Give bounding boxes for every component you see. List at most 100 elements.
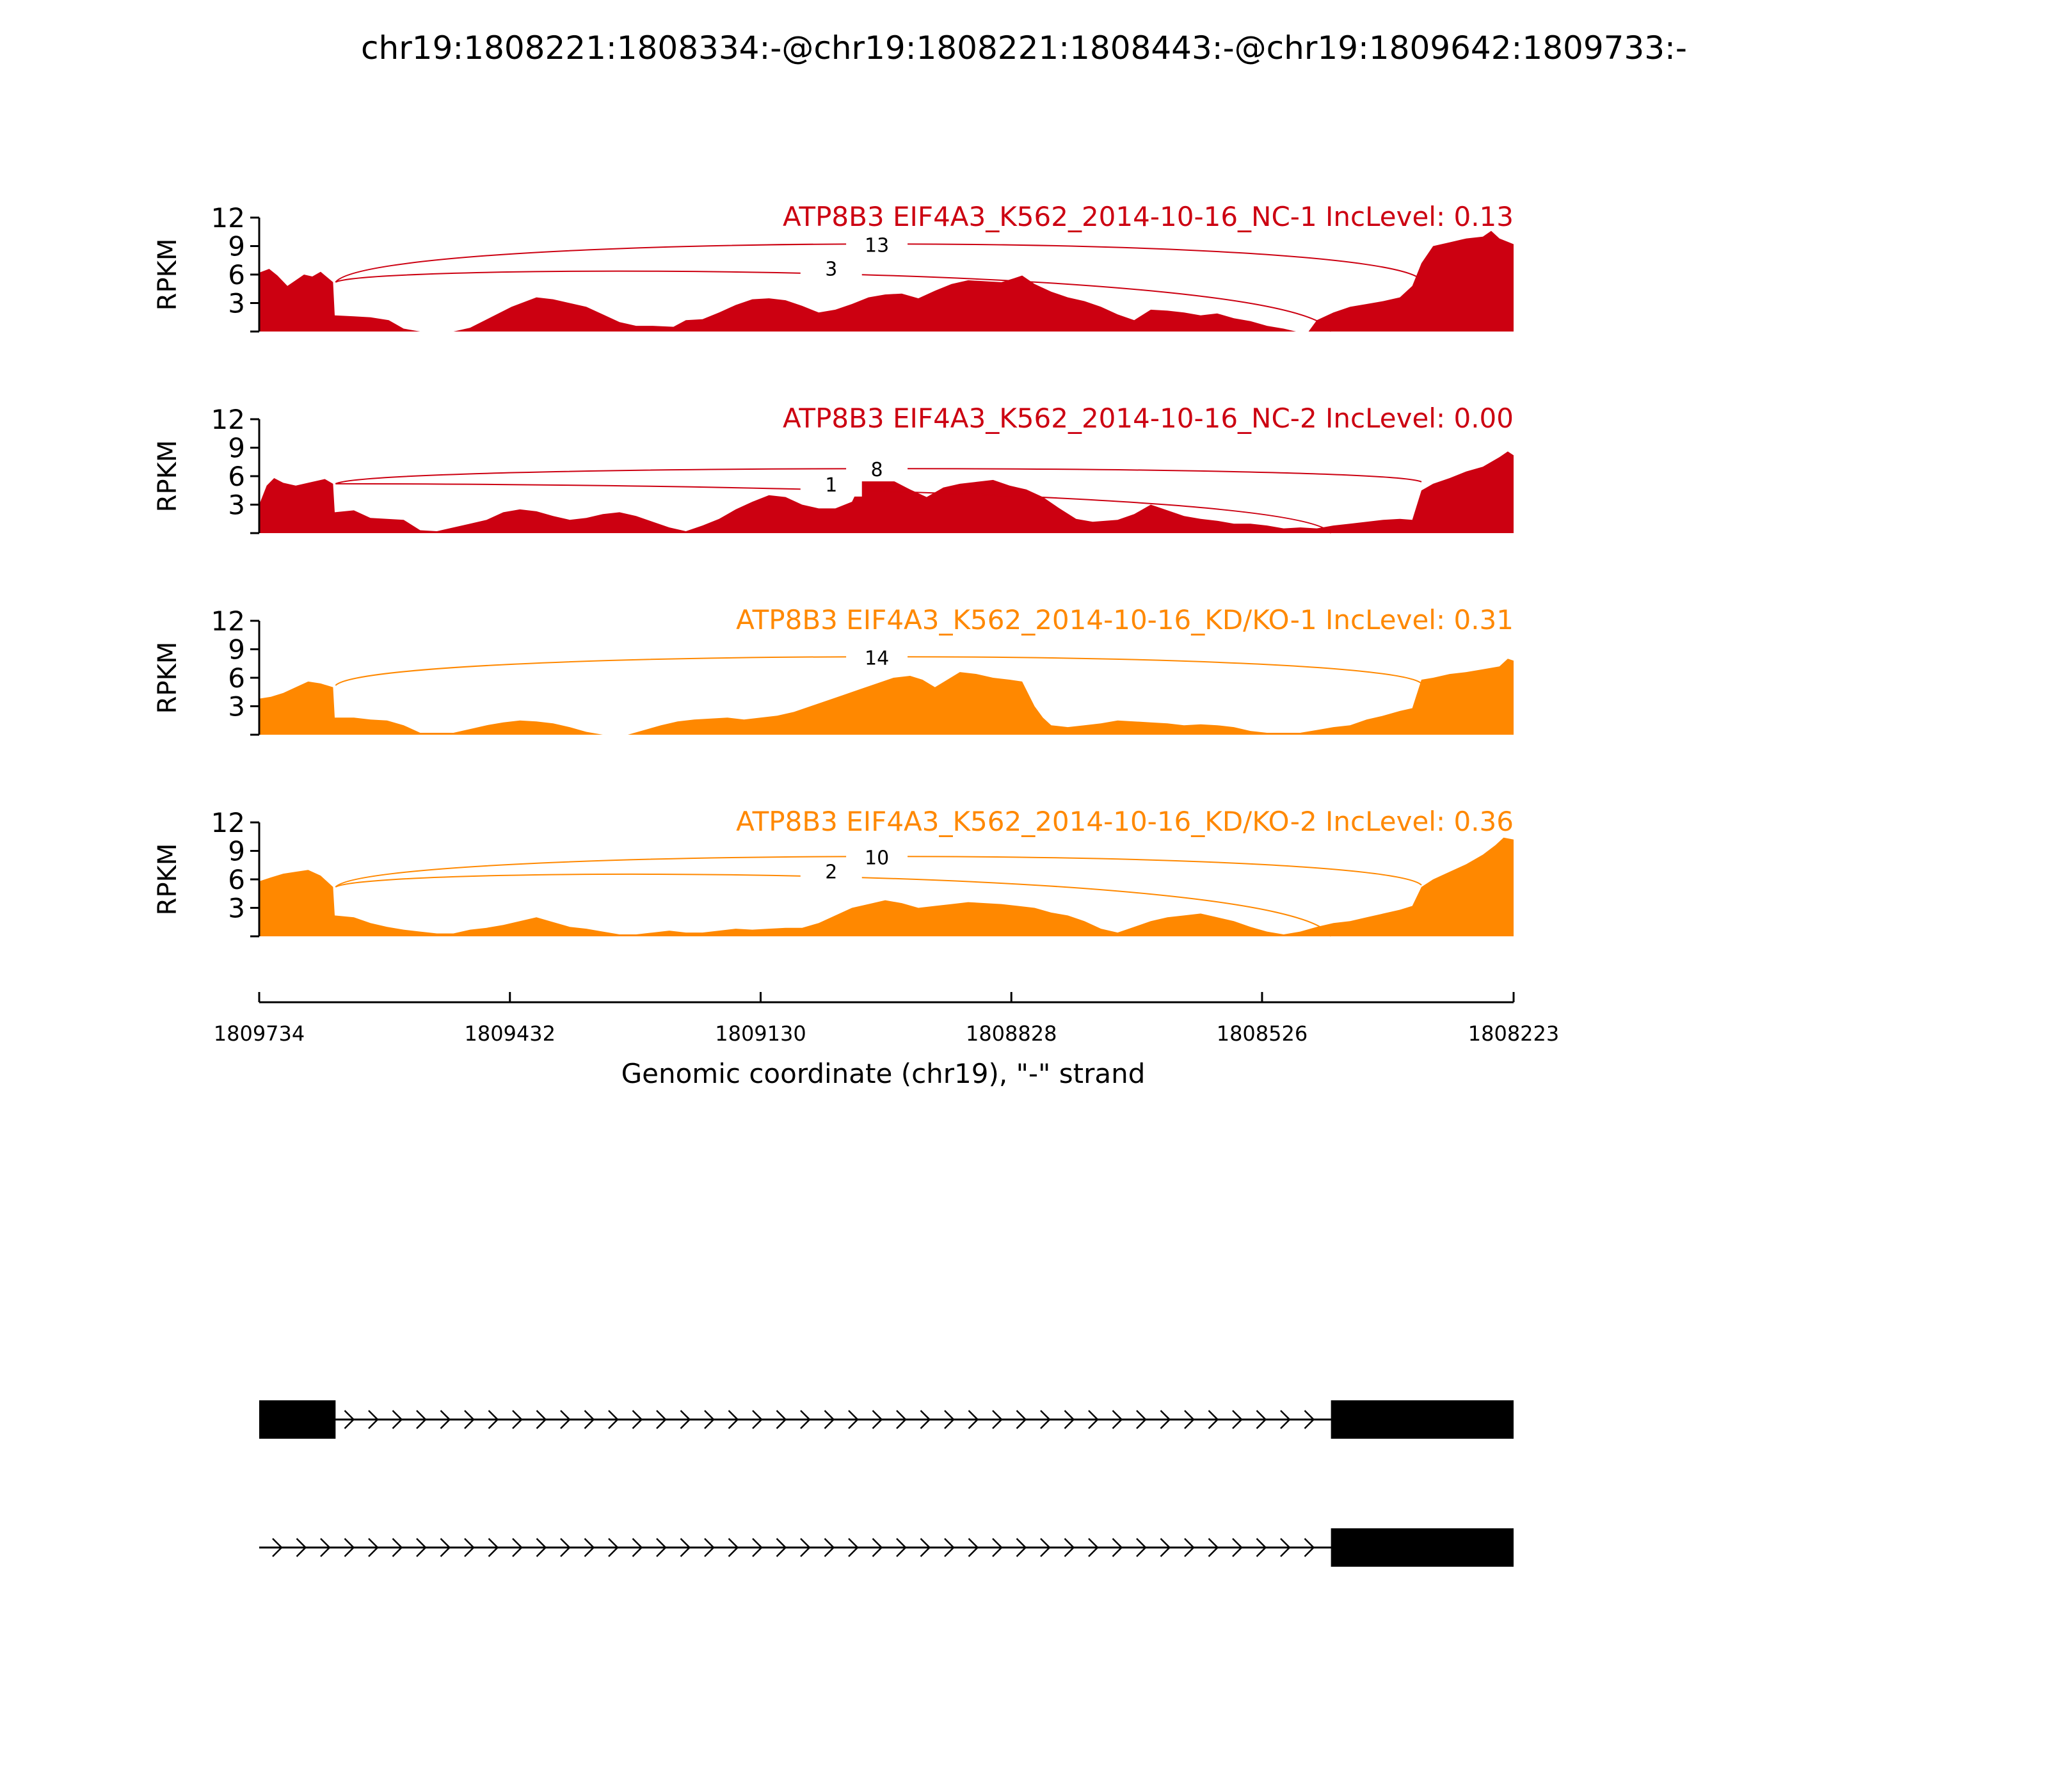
strand-chevron [920, 1410, 931, 1429]
strand-chevron [992, 1538, 1003, 1557]
strand-chevron [800, 1410, 811, 1429]
strand-chevron [440, 1538, 451, 1557]
strand-chevron [920, 1538, 931, 1557]
strand-chevron [896, 1538, 907, 1557]
y-tick-label: 9 [228, 634, 245, 666]
track-label: ATP8B3 EIF4A3_K562_2014-10-16_NC-2 IncLe… [783, 403, 1514, 434]
strand-chevron [1280, 1410, 1291, 1429]
coverage-area [259, 451, 1514, 533]
junction-label-bg [846, 644, 908, 670]
strand-chevron [1064, 1538, 1075, 1557]
y-tick-label: 9 [228, 231, 245, 262]
strand-chevron [1064, 1410, 1075, 1429]
strand-chevron [656, 1538, 667, 1557]
strand-chevron [272, 1538, 283, 1557]
strand-chevron [1184, 1410, 1195, 1429]
strand-chevron [632, 1538, 643, 1557]
strand-chevron [1040, 1410, 1051, 1429]
strand-chevron [776, 1538, 787, 1557]
strand-chevron [392, 1538, 403, 1557]
strand-chevron [368, 1538, 379, 1557]
y-axis-label: RPKM [153, 642, 182, 714]
x-tick-label: 1809432 [464, 1021, 556, 1046]
y-axis-label: RPKM [153, 239, 182, 311]
y-tick-label: 3 [228, 490, 245, 521]
strand-chevron [320, 1538, 331, 1557]
strand-chevron [536, 1538, 547, 1557]
strand-chevron [656, 1410, 667, 1429]
strand-chevron [1160, 1410, 1171, 1429]
plot-title: chr19:1808221:1808334:-@chr19:1808221:18… [361, 29, 1687, 67]
strand-chevron [1016, 1410, 1027, 1429]
strand-chevron [608, 1410, 619, 1429]
strand-chevron [800, 1538, 811, 1557]
junction-count: 14 [865, 647, 889, 669]
transcript-models [259, 1400, 1514, 1567]
y-tick-label: 6 [228, 864, 245, 895]
junction-count: 10 [865, 847, 889, 869]
strand-chevron [416, 1410, 427, 1429]
strand-chevron [752, 1410, 763, 1429]
strand-chevron [704, 1410, 715, 1429]
y-tick-label: 3 [228, 288, 245, 319]
strand-chevron [872, 1538, 883, 1557]
transcript-model [259, 1528, 1514, 1567]
y-tick-label: 12 [211, 605, 245, 637]
strand-chevron [512, 1410, 523, 1429]
strand-chevron [560, 1538, 571, 1557]
y-tick-label: 6 [228, 662, 245, 694]
strand-chevron [488, 1410, 499, 1429]
strand-chevron [1112, 1538, 1123, 1557]
x-tick-label: 1808223 [1468, 1021, 1560, 1046]
track-label: ATP8B3 EIF4A3_K562_2014-10-16_KD/KO-2 In… [736, 806, 1514, 837]
transcript-model [259, 1400, 1514, 1439]
strand-chevron [344, 1538, 355, 1557]
exon-block [1331, 1528, 1514, 1567]
y-tick-label: 3 [228, 691, 245, 723]
strand-chevron [1016, 1538, 1027, 1557]
strand-chevron [488, 1538, 499, 1557]
strand-chevron [1232, 1410, 1243, 1429]
strand-chevron [1208, 1410, 1219, 1429]
strand-chevron [464, 1538, 475, 1557]
strand-chevron [440, 1410, 451, 1429]
strand-chevron [896, 1410, 907, 1429]
strand-chevron [512, 1538, 523, 1557]
strand-chevron [1208, 1538, 1219, 1557]
strand-chevron [1136, 1410, 1147, 1429]
strand-chevron [776, 1410, 787, 1429]
y-tick-label: 6 [228, 461, 245, 492]
strand-chevron [728, 1538, 739, 1557]
strand-chevron [968, 1538, 979, 1557]
strand-chevron [1136, 1538, 1147, 1557]
y-tick-label: 6 [228, 259, 245, 291]
strand-chevron [296, 1538, 307, 1557]
junction-count: 1 [825, 474, 837, 497]
y-tick-label: 9 [228, 836, 245, 867]
strand-chevron [344, 1410, 355, 1429]
junction-count: 13 [865, 235, 889, 257]
genomic-x-axis: 1809734 1809432 1809130 1808828 1808526 18082… [214, 992, 1560, 1046]
strand-chevron [944, 1410, 955, 1429]
strand-chevron [1184, 1538, 1195, 1557]
strand-chevron [992, 1410, 1003, 1429]
strand-chevron [824, 1538, 835, 1557]
junction-label-bg [800, 470, 862, 497]
strand-chevron [680, 1410, 691, 1429]
strand-chevron [1160, 1538, 1171, 1557]
junction-label-bg [800, 858, 862, 884]
exon-block [1331, 1400, 1514, 1439]
x-tick-label: 1808828 [966, 1021, 1057, 1046]
strand-chevron [608, 1538, 619, 1557]
x-tick-label: 1809734 [214, 1021, 305, 1046]
strand-chevron [848, 1538, 859, 1557]
strand-chevron [1256, 1538, 1267, 1557]
strand-chevron [968, 1410, 979, 1429]
strand-chevron [848, 1410, 859, 1429]
strand-chevron [752, 1538, 763, 1557]
strand-chevron [1256, 1410, 1267, 1429]
